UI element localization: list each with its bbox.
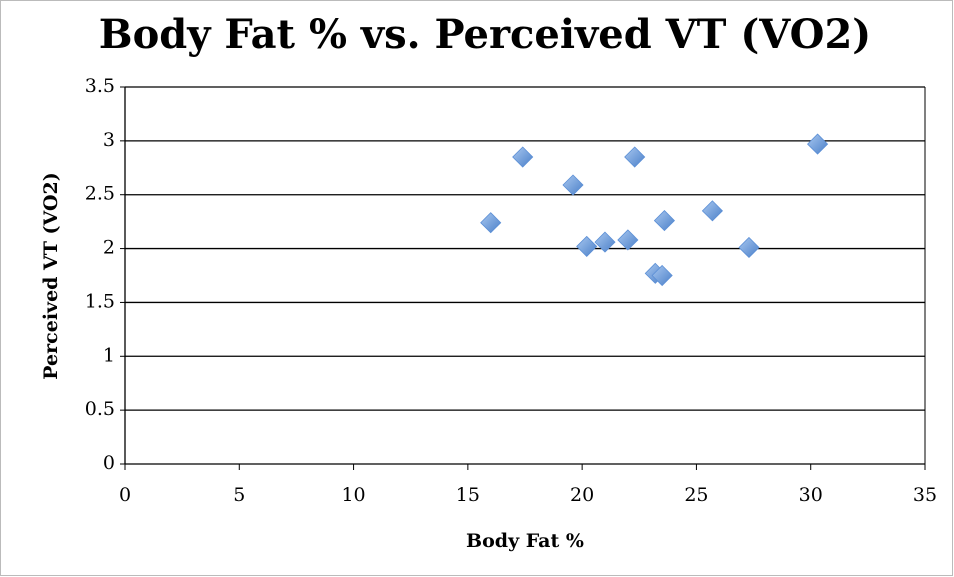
y-tick-label: 0.5 bbox=[85, 398, 115, 420]
y-tick-label: 2 bbox=[103, 237, 115, 259]
point bbox=[738, 236, 760, 259]
x-tick-label: 20 bbox=[570, 484, 594, 506]
x-tick-label: 10 bbox=[341, 484, 365, 506]
x-tick-label: 30 bbox=[799, 484, 823, 506]
x-tick-label: 5 bbox=[233, 484, 245, 506]
y-tick-label: 1 bbox=[103, 344, 115, 366]
point bbox=[701, 200, 723, 222]
point bbox=[653, 210, 675, 232]
x-axis-title: Body Fat % bbox=[466, 530, 584, 552]
y-tick-label: 2.5 bbox=[85, 183, 115, 205]
point bbox=[562, 174, 584, 196]
x-tick-label: 25 bbox=[684, 484, 708, 506]
point bbox=[807, 133, 829, 155]
y-tick-label: 0 bbox=[103, 452, 115, 474]
point bbox=[480, 212, 502, 234]
point bbox=[651, 264, 673, 287]
point bbox=[617, 229, 639, 251]
point bbox=[624, 146, 646, 168]
chart-title: Body Fat % vs. Perceived VT (VO2) bbox=[99, 11, 871, 58]
y-tick-label: 3 bbox=[103, 129, 115, 151]
y-tick-label: 1.5 bbox=[85, 290, 115, 312]
x-tick-label: 0 bbox=[119, 484, 131, 506]
x-tick-label: 35 bbox=[913, 484, 937, 506]
point bbox=[512, 146, 534, 168]
point bbox=[594, 231, 616, 253]
y-axis-title: Perceived VT (VO2) bbox=[40, 172, 62, 379]
x-tick-label: 15 bbox=[456, 484, 480, 506]
y-tick-label: 3.5 bbox=[85, 75, 115, 97]
point bbox=[576, 235, 598, 257]
